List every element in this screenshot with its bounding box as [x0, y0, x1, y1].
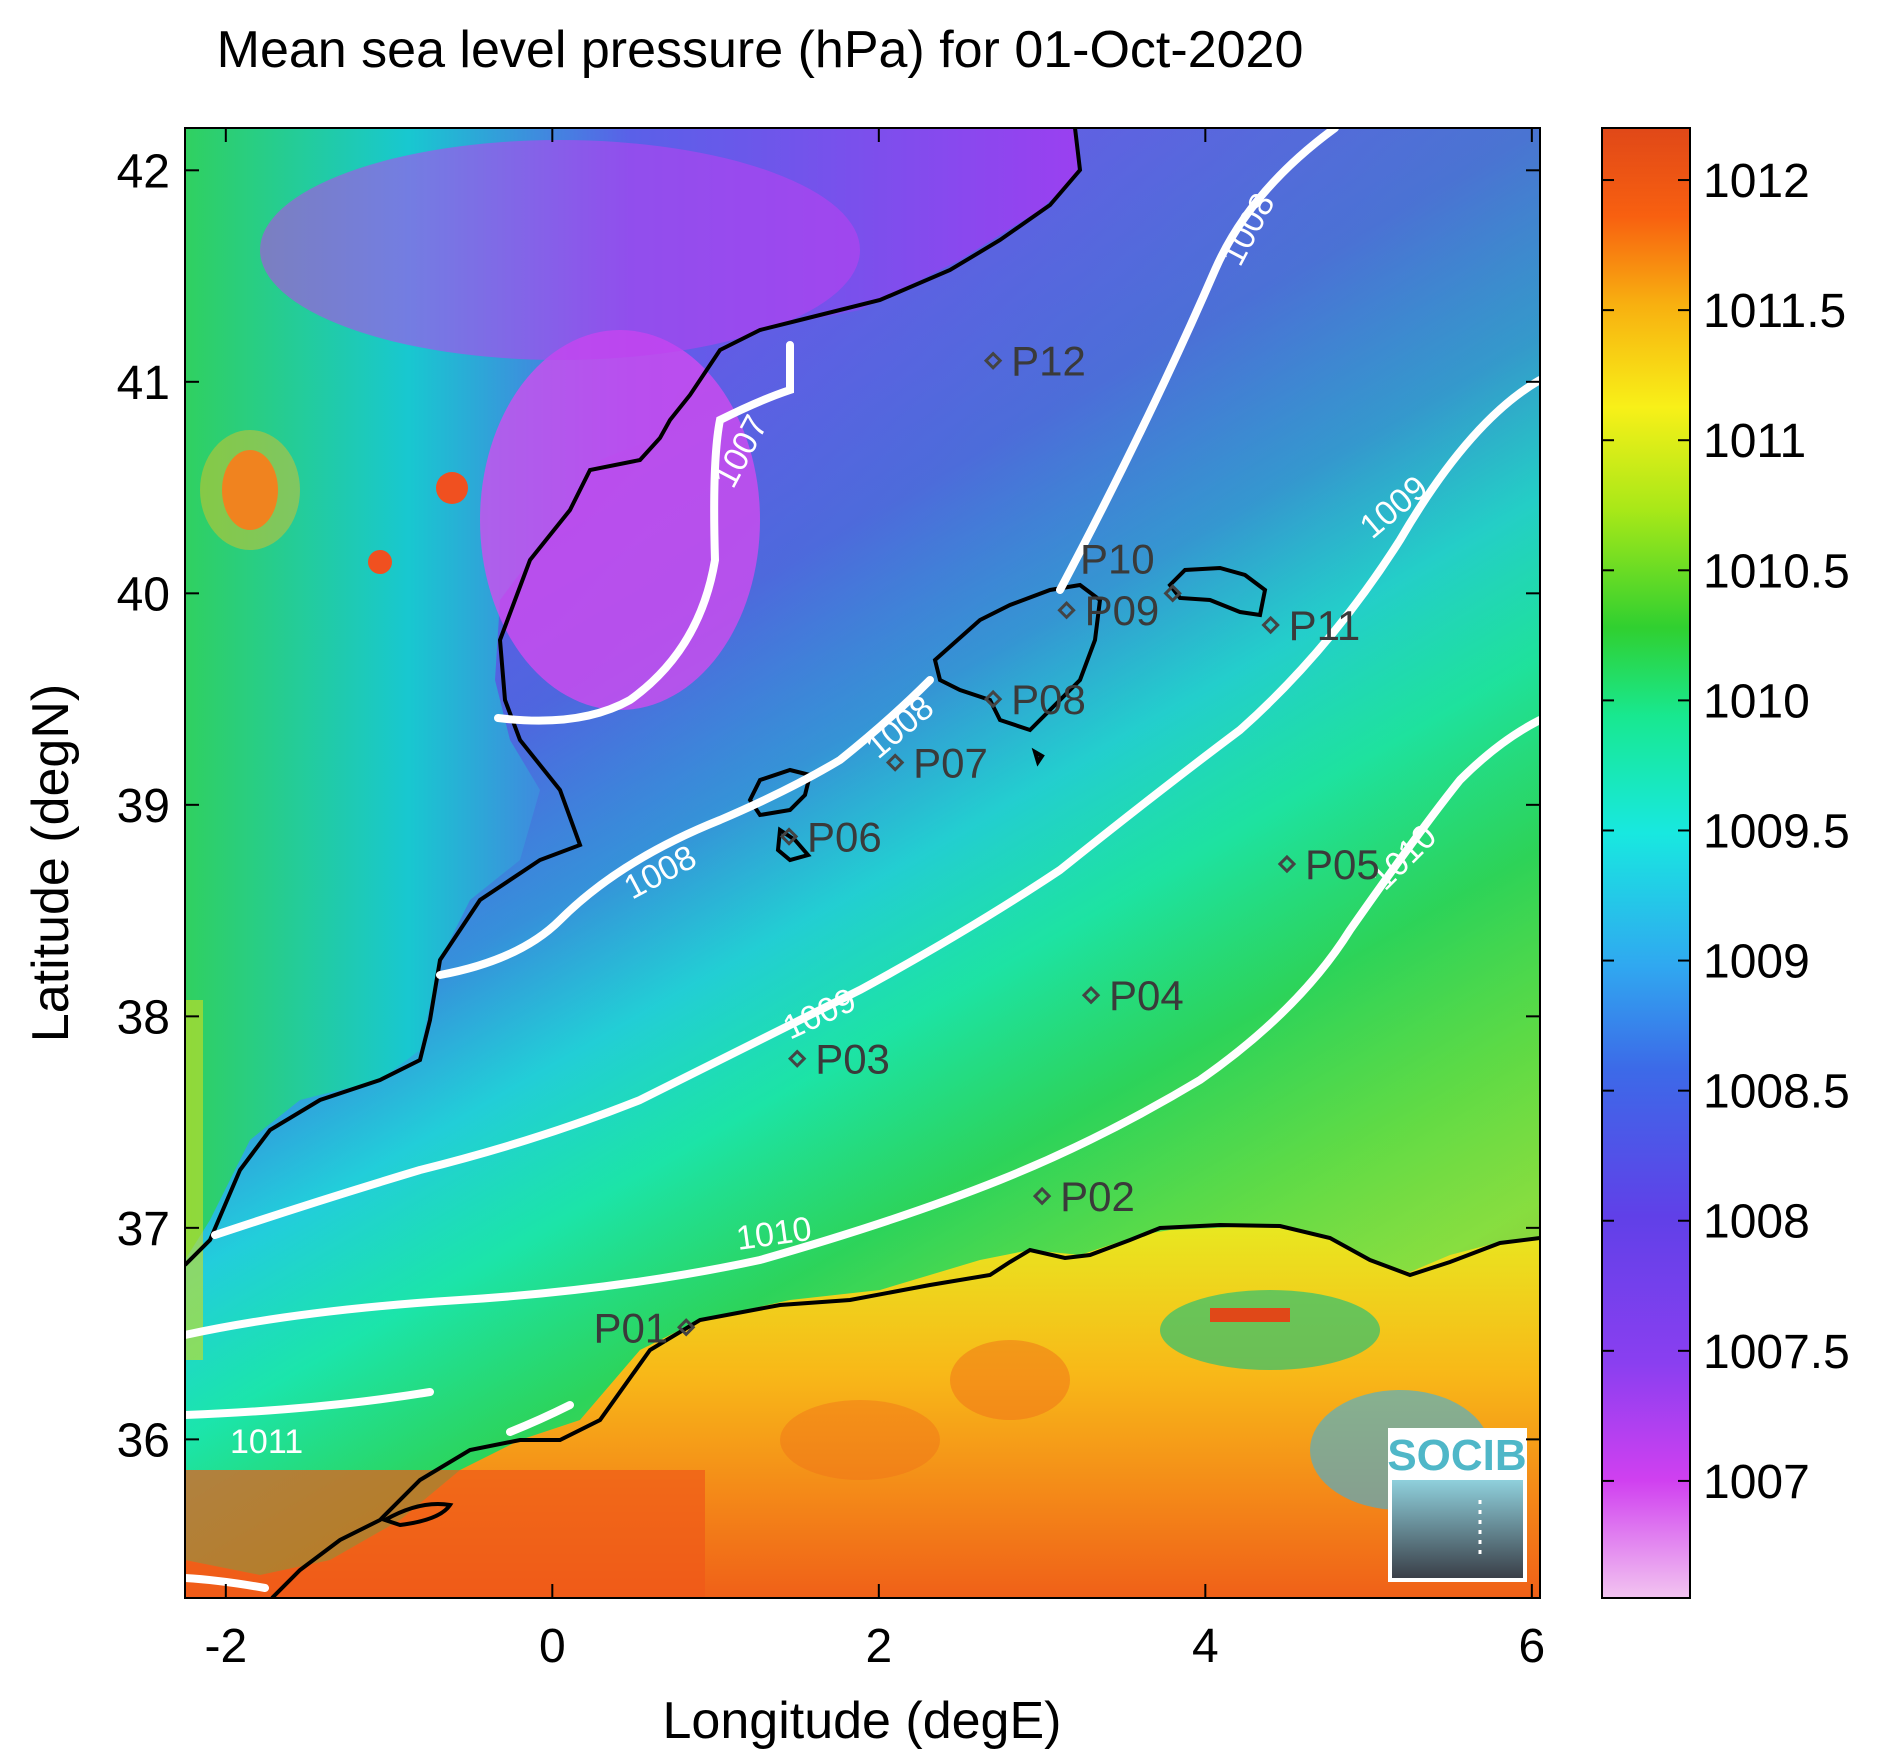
station-marker-icon	[788, 1049, 807, 1068]
x-tick-label: -2	[204, 1620, 247, 1673]
y-tick-label: 37	[117, 1203, 170, 1256]
station-p06: P06	[779, 814, 882, 861]
y-tick-label: 36	[117, 1414, 170, 1467]
x-tick-label: 0	[539, 1620, 566, 1673]
colorbar-tick-label: 1007	[1703, 1456, 1810, 1509]
colorbar-tick-label: 1011	[1703, 415, 1806, 468]
station-label: P07	[913, 740, 988, 787]
logo-text: SOCIB	[1387, 1431, 1526, 1480]
station-p04: P04	[1081, 972, 1184, 1019]
station-p12: P12	[983, 338, 1086, 385]
station-marker-icon	[1057, 601, 1076, 620]
colorbar-tick-label: 1008	[1703, 1196, 1810, 1249]
station-label: P05	[1305, 841, 1380, 888]
y-tick-label: 42	[117, 145, 170, 198]
x-tick-label: 2	[865, 1620, 892, 1673]
station-marker-icon	[1032, 1186, 1052, 1206]
colorbar-tick-label: 1009.5	[1703, 805, 1850, 858]
colorbar-tick-label: 1007.5	[1703, 1326, 1850, 1379]
x-axis-ticks: -2 0 2 4 6	[204, 128, 1545, 1673]
station-marker-icon	[1261, 615, 1280, 635]
station-p03: P03	[788, 1036, 890, 1083]
y-axis-label: Latitude (degN)	[22, 684, 80, 1042]
station-label: P08	[1011, 676, 1086, 723]
station-marker-icon	[885, 753, 905, 772]
station-label: P01	[593, 1304, 668, 1351]
station-p10: P10	[1080, 535, 1182, 603]
station-p01: P01	[593, 1304, 696, 1351]
station-marker-icon	[676, 1318, 696, 1337]
station-label: P06	[807, 814, 882, 861]
socib-logo: SOCIB	[1387, 1428, 1527, 1582]
page-title: Mean sea level pressure (hPa) for 01-Oct…	[216, 21, 1304, 79]
colorbar-tick-label: 1010	[1703, 675, 1810, 728]
y-tick-label: 39	[117, 780, 170, 833]
station-label: P09	[1085, 587, 1160, 634]
colorbar-tick-label: 1010.5	[1703, 545, 1850, 598]
plot-frame	[184, 127, 1541, 1599]
colorbar-ticks: 1012 1011.5 1011 1010.5 1010 1009.5 1009 1008.5…	[1602, 155, 1850, 1509]
station-marker-icon	[1277, 854, 1297, 874]
station-label: P10	[1080, 535, 1155, 582]
x-tick-label: 6	[1518, 1620, 1545, 1673]
station-marker-icon	[1081, 986, 1101, 1005]
pressure-contours	[185, 128, 1540, 1592]
station-marker-icon	[779, 827, 799, 846]
station-p05: P05	[1277, 841, 1380, 888]
colorbar-tick-label: 1008.5	[1703, 1066, 1850, 1119]
pressure-field	[185, 128, 1540, 1598]
station-label: P02	[1060, 1173, 1135, 1220]
station-p07: P07	[885, 740, 988, 787]
station-p11: P11	[1261, 602, 1361, 649]
station-p02: P02	[1032, 1173, 1135, 1220]
station-p08: P08	[983, 676, 1086, 723]
station-marker-icon	[1163, 584, 1182, 603]
station-label: P12	[1011, 338, 1086, 385]
y-tick-label: 38	[117, 991, 170, 1044]
coastline	[185, 128, 1540, 1598]
stations: P01 P02 P03 P04 P05 P06 P07 P08 P09 P10 P11 P12	[593, 338, 1379, 1352]
colorbar-tick-label: 1011.5	[1703, 285, 1846, 338]
station-marker-icon	[983, 351, 1003, 370]
y-tick-label: 40	[117, 568, 170, 621]
contour-label: 1011	[230, 1423, 303, 1461]
y-axis-ticks: 42 41 40 39 38 37 36	[117, 145, 1540, 1467]
x-axis-label: Longitude (degE)	[663, 1692, 1062, 1750]
station-label: P11	[1289, 602, 1361, 649]
station-label: P03	[815, 1036, 890, 1083]
colorbar: 1012 1011.5 1011 1010.5 1010 1009.5 1009 1008.5…	[1601, 127, 1850, 1599]
colorbar-tick-label: 1009	[1703, 936, 1810, 989]
station-p09: P09	[1057, 587, 1160, 634]
y-tick-label: 41	[117, 357, 170, 410]
colorbar-tick-label: 1012	[1703, 155, 1810, 208]
colorbar-gradient	[1601, 127, 1691, 1599]
station-label: P04	[1109, 972, 1184, 1019]
x-tick-label: 4	[1192, 1620, 1219, 1673]
station-marker-icon	[983, 689, 1003, 709]
